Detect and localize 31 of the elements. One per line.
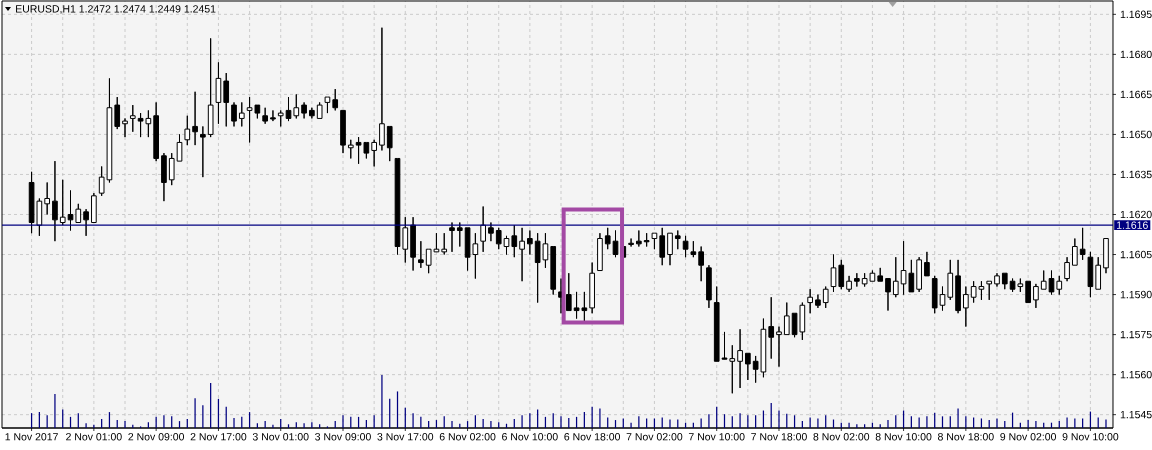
y-tick-label: 1.1665 [1120, 90, 1152, 99]
x-tick-label: 7 Nov 10:00 [688, 433, 745, 441]
x-tick-label: 6 Nov 18:00 [564, 433, 621, 441]
y-tick-label: 1.1560 [1120, 370, 1152, 379]
x-tick-label: 6 Nov 10:00 [502, 433, 558, 441]
x-tick-label: 8 Nov 02:00 [813, 433, 870, 441]
y-tick-label: 1.1575 [1120, 330, 1152, 339]
x-tick-label: 8 Nov 18:00 [937, 433, 994, 441]
chart-title: EURUSD,H1 1.2472 1.2474 1.2449 1.2451 [16, 5, 216, 14]
x-tick-label: 7 Nov 02:00 [626, 433, 683, 441]
x-tick-label: 9 Nov 10:00 [1062, 433, 1119, 441]
y-tick-label: 1.1650 [1120, 130, 1152, 139]
y-tick-label: 1.1545 [1120, 411, 1152, 419]
y-tick-label: 1.1620 [1120, 210, 1152, 219]
x-tick-label: 9 Nov 02:00 [1000, 433, 1057, 441]
x-tick-label: 3 Nov 01:00 [252, 433, 309, 441]
y-tick-label: 1.1695 [1120, 10, 1152, 19]
x-tick-label: 7 Nov 18:00 [751, 433, 807, 441]
x-tick-label: 3 Nov 09:00 [315, 433, 371, 441]
x-tick-label: 1 Nov 2017 [5, 433, 58, 441]
x-tick-label: 2 Nov 01:00 [66, 433, 122, 441]
y-tick-label: 1.1590 [1120, 290, 1152, 299]
x-tick-label: 8 Nov 10:00 [875, 433, 932, 441]
x-tick-label: 2 Nov 09:00 [128, 433, 185, 441]
y-tick-label: 1.1635 [1120, 170, 1152, 179]
x-tick-label: 3 Nov 17:00 [377, 433, 434, 441]
y-tick-label: 1.1680 [1120, 50, 1152, 59]
ref-line-label: 1.1616 [1116, 221, 1148, 229]
y-tick-label: 1.1605 [1120, 250, 1152, 259]
x-tick-label: 2 Nov 17:00 [190, 433, 247, 441]
x-tick-label: 6 Nov 02:00 [439, 433, 496, 441]
